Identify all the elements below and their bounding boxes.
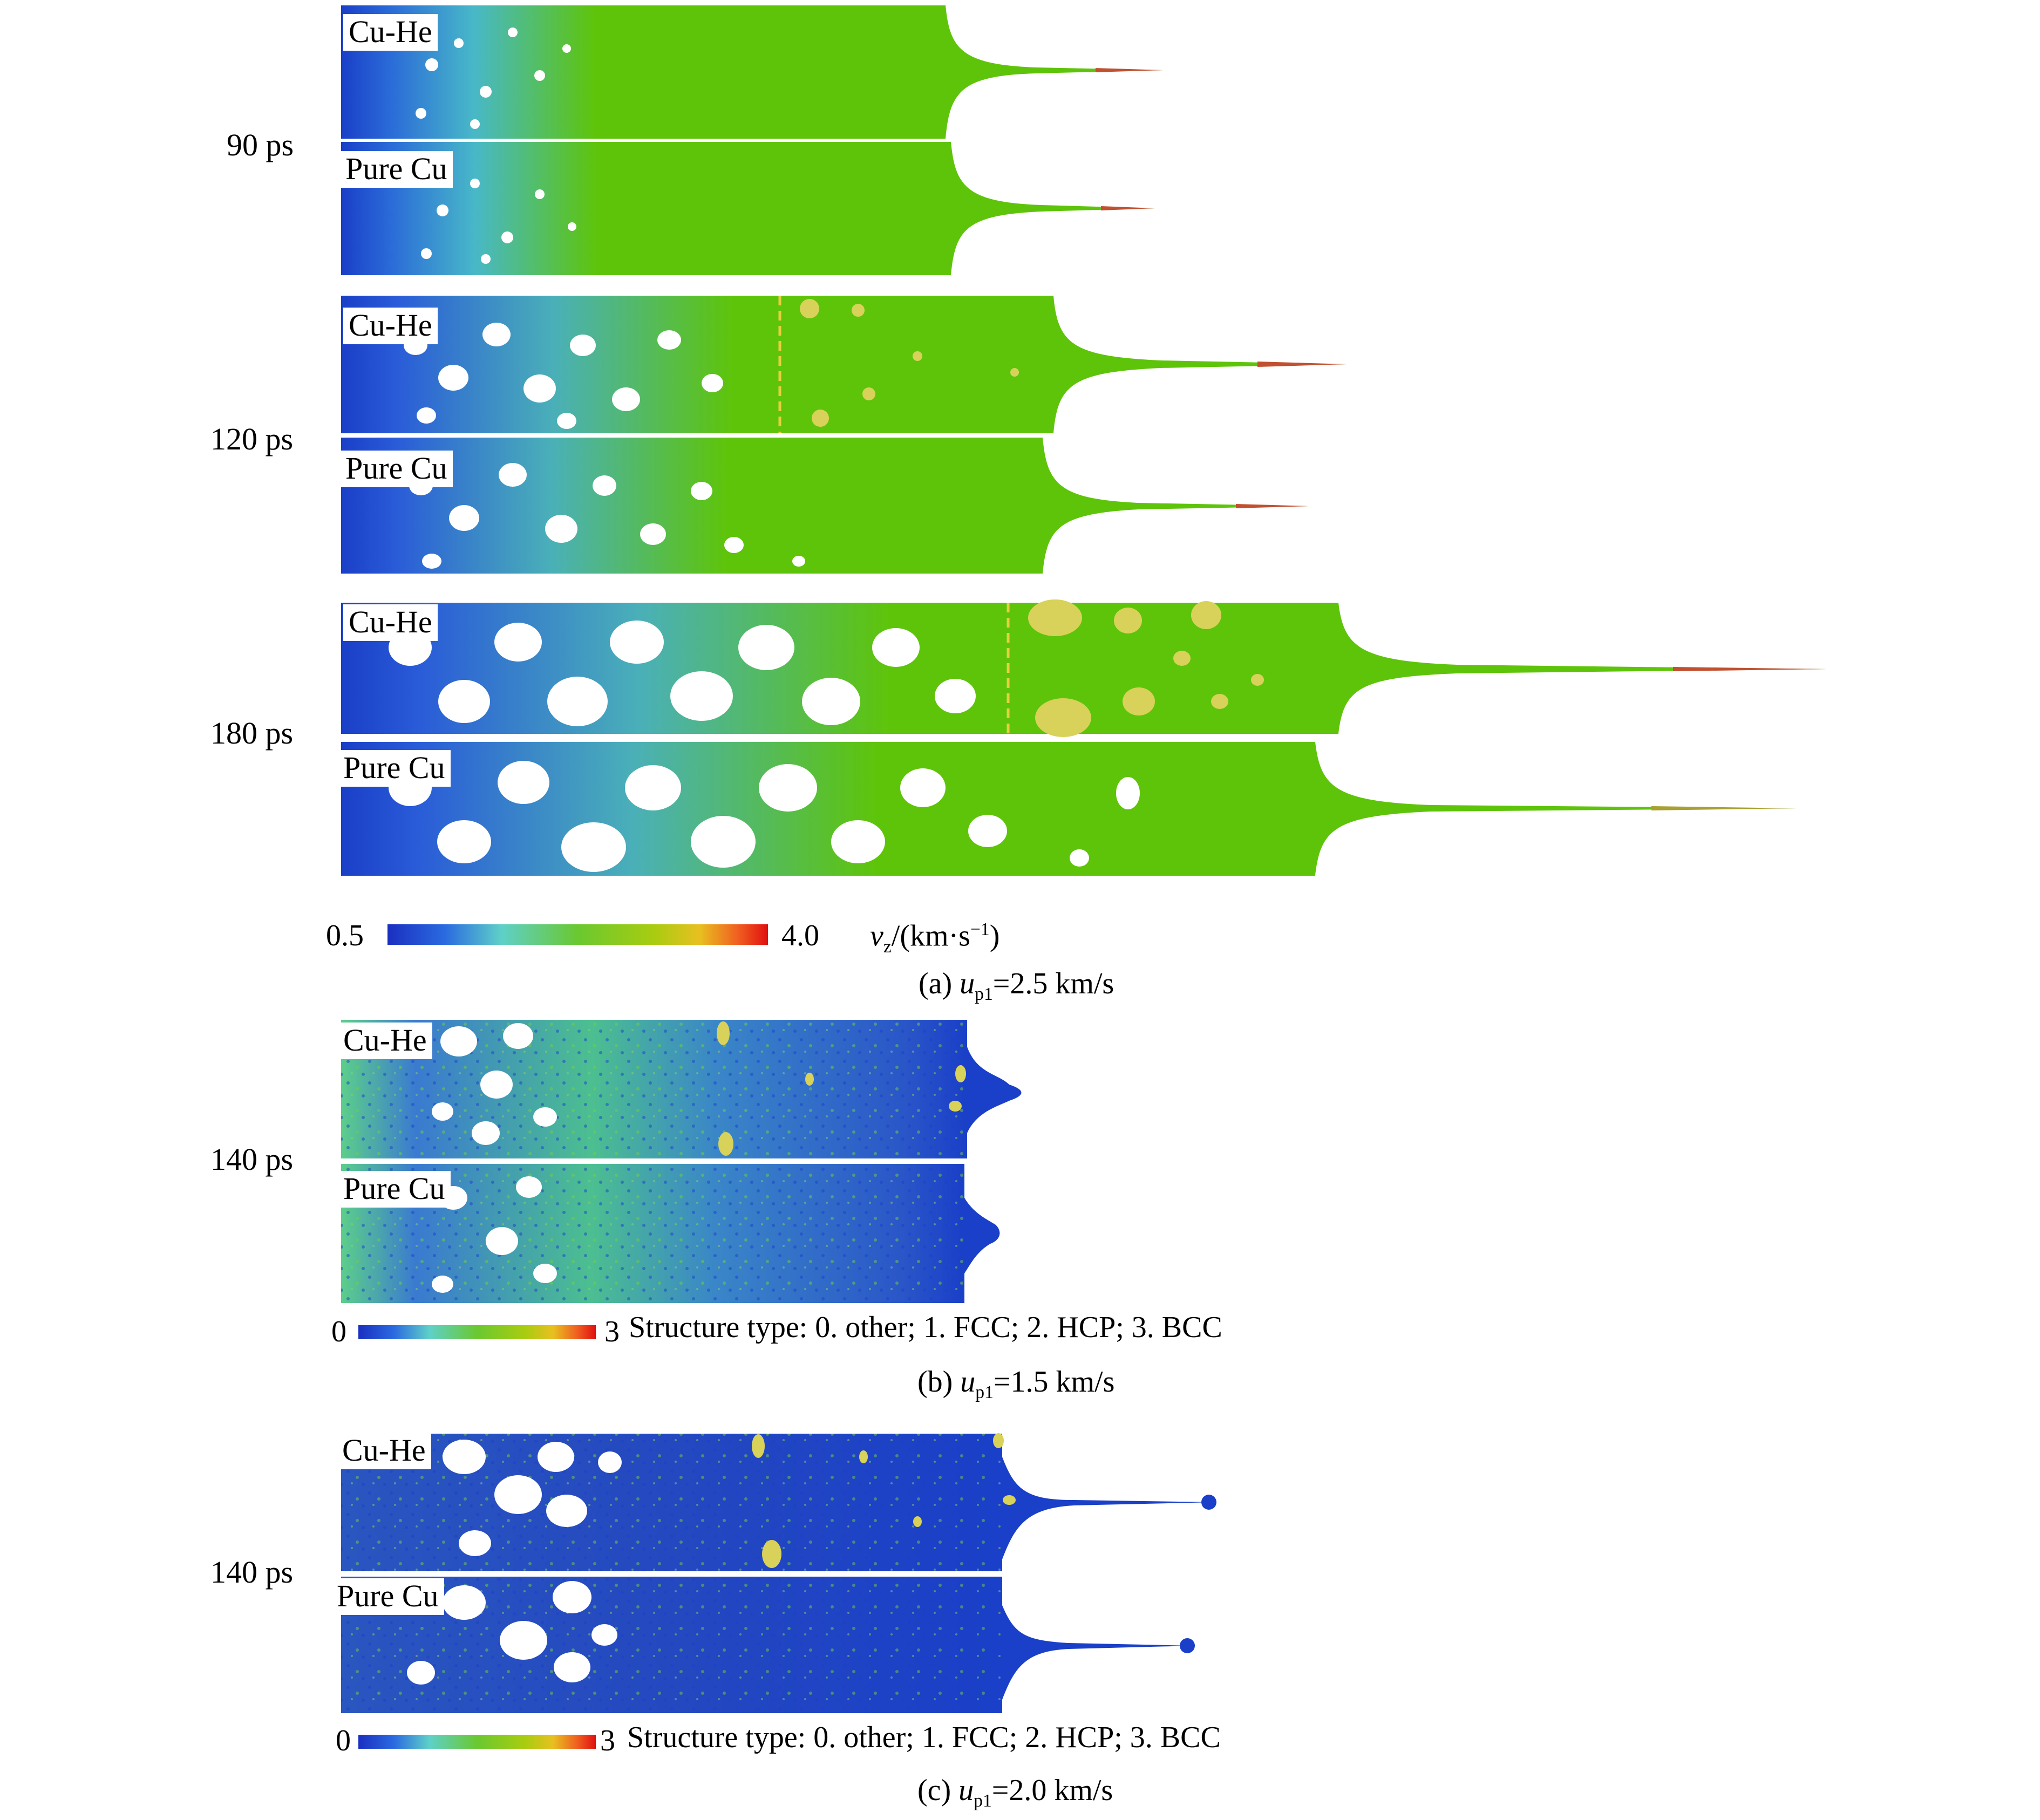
panel-c-colorbar-min: 0 [336,1724,351,1757]
panel-b-cuhe-label: Cu-He [338,1023,432,1059]
panel-a-colorbar-max: 4.0 [781,919,819,952]
panel-a-90ps-purecu-label: Pure Cu [340,151,453,188]
panel-a-90ps-cuhe-strip [341,5,1163,139]
panel-b-colorbar-label: Structure type: 0. other; 1. FCC; 2. HCP… [629,1311,1222,1344]
caption-sub: p1 [975,984,993,1005]
panel-a-colorbar [387,924,768,945]
panel-b-colorbar [358,1325,596,1339]
caption-sub: p1 [975,1382,994,1403]
panel-a-180ps-purecu-strip [341,742,1797,876]
caption-prefix: (c) [917,1774,959,1807]
panel-c-purecu-label: Pure Cu [331,1578,444,1615]
panel-a-180ps-cuhe-label: Cu-He [343,604,438,641]
panel-a-180ps-he-bubbles [1028,599,1264,737]
panel-c-he-bubbles [752,1433,1016,1568]
panel-a-colorbar-label: vz/(km·s−1) [870,921,999,956]
caption-rest: =1.5 km/s [993,1365,1115,1399]
panel-b-purecu-label: Pure Cu [338,1171,451,1208]
panel-a-120ps-cuhe-strip [341,296,1347,433]
caption-sub: p1 [974,1791,992,1811]
panel-a-120ps-purecu-label: Pure Cu [340,451,453,487]
panel-b-caption: (b) up1=1.5 km/s [917,1367,1114,1402]
caption-rest: =2.0 km/s [991,1774,1113,1807]
panel-a-90ps-purecu-strip [341,142,1155,275]
panel-a-90ps-voids [405,27,576,264]
caption-var: u [960,967,975,1000]
panel-b-time: 140 ps [210,1142,294,1177]
panel-a-90ps-cuhe-label: Cu-He [343,14,438,51]
panel-b-colorbar-min: 0 [331,1315,346,1348]
colorbar-var-sub: z [883,936,892,957]
colorbar-unit: /(km·s [891,919,970,953]
panel-c-colorbar [358,1735,596,1749]
panel-c-voids [407,1440,622,1685]
colorbar-unit-sup: −1 [970,919,990,939]
panel-a-time-120ps: 120 ps [210,421,294,456]
panel-a-120ps-cuhe-label: Cu-He [343,308,438,344]
panel-b-he-bubbles [717,1021,966,1156]
colorbar-unit-end: ) [989,919,1000,953]
panel-a-caption: (a) up1=2.5 km/s [919,969,1114,1004]
caption-var: u [960,1365,976,1399]
panel-b-colorbar-max: 3 [604,1315,620,1348]
panel-c-colorbar-max: 3 [600,1724,615,1757]
caption-prefix: (a) [919,967,960,1000]
caption-var: u [958,1774,974,1807]
panel-c-colorbar-label: Structure type: 0. other; 1. FCC; 2. HCP… [627,1721,1221,1754]
panel-a-120ps-purecu-strip [341,438,1309,574]
panel-c-cuhe-label: Cu-He [337,1433,431,1469]
panel-a-colorbar-min: 0.5 [326,919,364,952]
panel-c-time: 140 ps [210,1555,294,1590]
panel-b-cuhe-strip [341,1020,1022,1158]
caption-prefix: (b) [917,1365,961,1399]
panel-a-120ps-he-bubbles [800,299,1019,427]
panel-a-time-180ps: 180 ps [210,715,294,751]
panel-a-time-90ps: 90 ps [227,127,294,162]
panel-c-caption: (c) up1=2.0 km/s [917,1775,1113,1810]
colorbar-var: v [870,919,883,953]
panel-a-180ps-purecu-label: Pure Cu [338,750,451,787]
caption-rest: =2.5 km/s [992,967,1114,1000]
